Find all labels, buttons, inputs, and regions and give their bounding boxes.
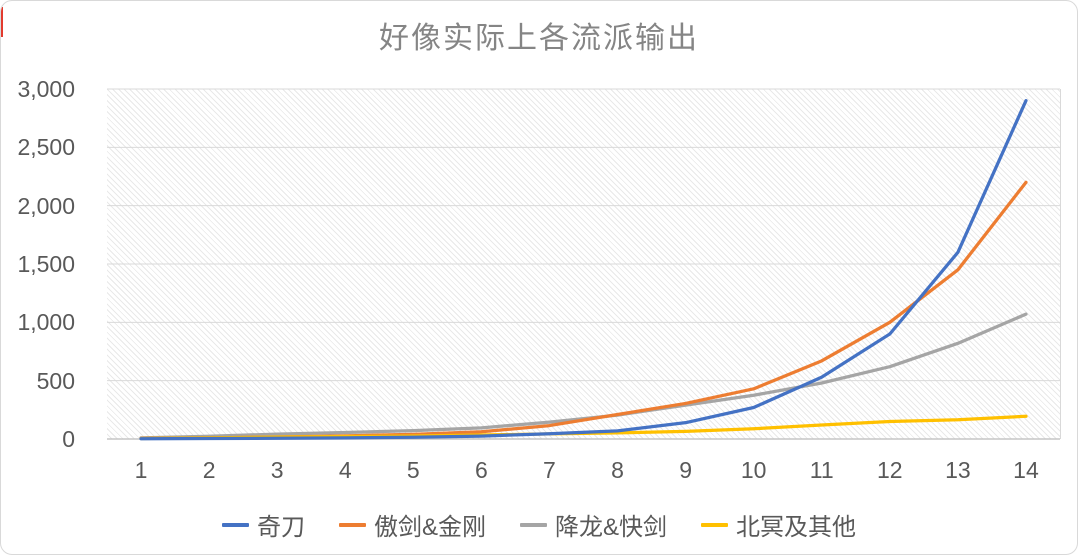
x-tick-label: 11 [809, 457, 834, 483]
chart-title: 好像实际上各流派输出 [379, 22, 699, 55]
chart-legend: 奇刀 傲剑&金刚 降龙&快剑 北冥及其他 [1, 507, 1077, 542]
legend-item: 北冥及其他 [701, 507, 856, 542]
y-tick-label: 500 [36, 367, 75, 394]
y-tick-label: 0 [62, 426, 75, 452]
legend-dash-icon [221, 522, 249, 527]
y-tick-label: 2,500 [17, 134, 75, 161]
x-tick-label: 6 [474, 457, 488, 483]
legend-item: 傲剑&金刚 [338, 507, 486, 542]
x-tick-label: 5 [406, 457, 420, 483]
legend-item: 奇刀 [221, 507, 305, 542]
legend-label: 傲剑&金刚 [373, 514, 486, 541]
x-tick-label: 1 [134, 457, 148, 483]
x-tick-label: 12 [877, 457, 903, 483]
y-tick-label: 1,500 [17, 251, 75, 277]
x-tick-label: 4 [338, 457, 352, 483]
x-tick-label: 7 [543, 457, 556, 483]
x-tick-label: 3 [270, 457, 284, 483]
x-tick-label: 13 [945, 457, 971, 483]
x-tick-label: 2 [202, 457, 216, 483]
legend-dash-icon [701, 522, 729, 527]
x-tick-label: 10 [740, 457, 767, 483]
legend-label: 北冥及其他 [736, 514, 857, 541]
x-tick-label: 14 [1013, 457, 1039, 483]
legend-dash-icon [520, 522, 547, 527]
y-tick-label: 3,000 [17, 76, 75, 102]
legend-dash-icon [338, 522, 366, 527]
legend-label: 降龙&快剑 [555, 514, 668, 541]
red-edge-artifact [1, 7, 3, 37]
legend-item: 降龙&快剑 [520, 507, 667, 542]
x-tick-label: 9 [679, 457, 692, 483]
y-tick-label: 1,000 [17, 309, 75, 336]
plot-area-hatched-background [107, 89, 1061, 439]
x-tick-label: 8 [611, 457, 624, 483]
legend-label: 奇刀 [256, 514, 305, 541]
y-tick-label: 2,000 [17, 192, 75, 219]
